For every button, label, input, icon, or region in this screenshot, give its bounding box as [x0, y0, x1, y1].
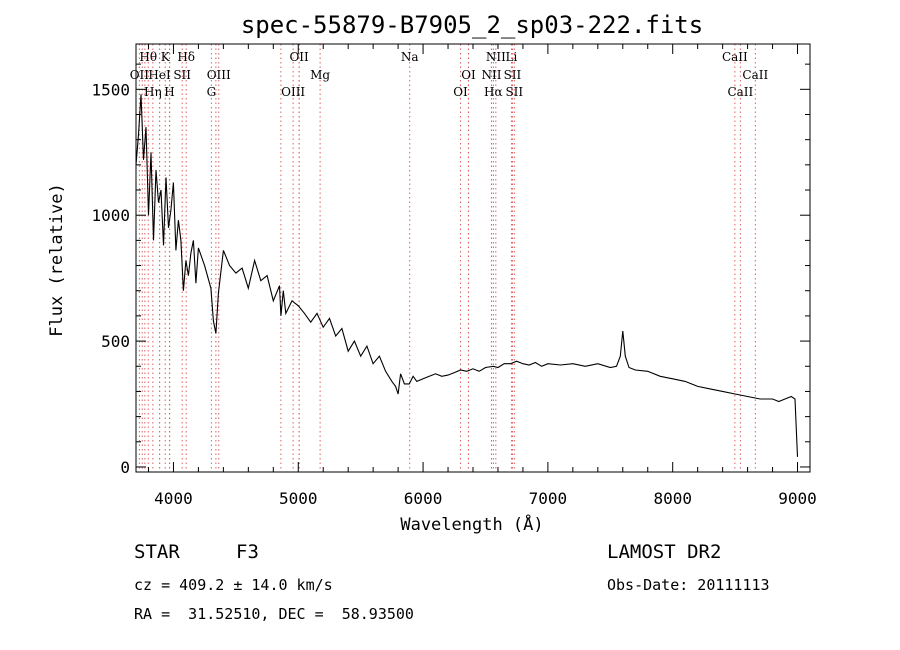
- x-tick-label: 4000: [154, 489, 193, 508]
- x-tick-label: 7000: [529, 489, 568, 508]
- y-axis-label: Flux (relative): [47, 183, 67, 337]
- x-tick-label: 8000: [653, 489, 692, 508]
- marker-label: OI: [461, 68, 476, 82]
- marker-label: OII: [289, 50, 309, 64]
- marker-label: Mg: [310, 68, 330, 82]
- chart-title: spec-55879-B7905_2_sp03-222.fits: [241, 11, 703, 39]
- marker-label: Hα: [484, 85, 503, 99]
- x-tick-label: 5000: [279, 489, 318, 508]
- y-tick-label: 1500: [91, 80, 130, 99]
- marker-label: Na: [401, 50, 419, 64]
- object-type: STAR: [134, 541, 180, 563]
- marker-label: Hη: [144, 85, 162, 99]
- marker-label: OI: [453, 85, 468, 99]
- object-subclass: F3: [236, 541, 259, 563]
- survey-name: LAMOST DR2: [607, 541, 722, 563]
- marker-label: Hθ: [139, 50, 157, 64]
- marker-label: OII: [130, 68, 150, 82]
- marker-label: OIII: [281, 85, 305, 99]
- y-tick-label: 1000: [91, 206, 130, 225]
- marker-label: G: [207, 85, 217, 99]
- line-markers: [138, 44, 756, 472]
- redshift-velocity: cz = 409.2 ± 14.0 km/s: [134, 576, 333, 594]
- marker-label: SII: [505, 85, 523, 99]
- plot-frame: [135, 43, 811, 473]
- coordinates: RA = 31.52510, DEC = 58.93500: [134, 605, 414, 623]
- marker-label: CaII: [727, 85, 753, 99]
- marker-label: CaII: [742, 68, 768, 82]
- marker-label: CaII: [722, 50, 748, 64]
- x-tick-label: 9000: [778, 489, 817, 508]
- y-axis: 0 500 1000 1500: [91, 63, 810, 477]
- spectrum-series: [135, 94, 799, 457]
- marker-label: Li: [506, 50, 518, 64]
- y-tick-label: 0: [120, 458, 130, 477]
- marker-label: K: [161, 50, 171, 64]
- x-axis: 4000 5000 6000 7000 8000 9000: [147, 44, 817, 508]
- marker-label: Hδ: [177, 50, 195, 64]
- marker-label: SII: [504, 68, 522, 82]
- y-tick-label: 500: [101, 332, 130, 351]
- marker-label: H: [164, 85, 174, 99]
- marker-label: SII: [173, 68, 191, 82]
- x-axis-label: Wavelength (Å): [400, 513, 543, 535]
- x-tick-label: 6000: [404, 489, 443, 508]
- marker-label: NII: [481, 68, 501, 82]
- marker-label: OIII: [207, 68, 231, 82]
- marker-label: HeI: [148, 68, 171, 82]
- observation-date: Obs-Date: 20111113: [607, 576, 770, 594]
- marker-label: NII: [486, 50, 506, 64]
